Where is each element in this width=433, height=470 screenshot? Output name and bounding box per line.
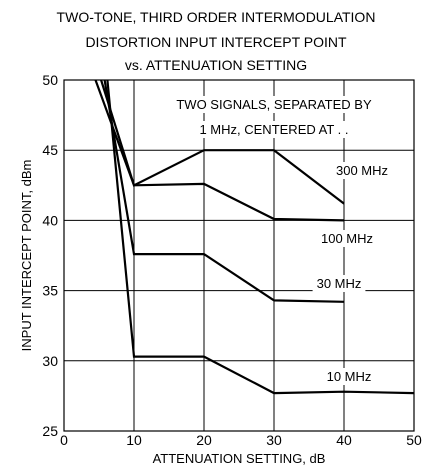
y-tick-label: 45 (42, 142, 58, 158)
title-line: vs. ATTENUATION SETTING (125, 57, 307, 73)
series-label-30-mhz: 30 MHz (317, 276, 362, 291)
x-tick-label: 0 (60, 432, 68, 448)
series-label-bg (312, 275, 366, 292)
plot-border (63, 79, 415, 432)
x-tick-label: 50 (406, 432, 422, 448)
series-label-bg (322, 368, 376, 385)
annotation-line: TWO SIGNALS, SEPARATED BY (176, 97, 372, 112)
y-tick-label: 25 (42, 423, 58, 439)
title-line: DISTORTION INPUT INTERCEPT POINT (85, 34, 347, 50)
chart-title: TWO-TONE, THIRD ORDER INTERMODULATION DIS… (57, 9, 376, 73)
series-lines (94, 79, 415, 395)
series-label-300-mhz: 300 MHz (336, 163, 388, 178)
series-line-30-mhz (103, 79, 345, 303)
grid (64, 80, 414, 431)
y-axis-label: INPUT INTERCEPT POINT, dBm (19, 160, 34, 352)
axis-labels: ATTENUATION SETTING, dB INPUT INTERCEPT P… (19, 160, 325, 466)
series-line-10-mhz (106, 79, 415, 395)
plot-frame (63, 79, 415, 432)
tick-labels: 0 10 20 30 40 50 25 30 35 40 45 50 (42, 72, 422, 448)
series-labels: 300 MHz 100 MHz 30 MHz 10 MHz (312, 162, 393, 385)
y-tick-label: 40 (42, 212, 58, 228)
annotation-bg (196, 121, 352, 138)
series-label-bg (316, 230, 378, 247)
annotation-bg (173, 96, 375, 113)
y-tick-label: 30 (42, 353, 58, 369)
series-line-100-mhz (100, 79, 345, 222)
x-axis-label: ATTENUATION SETTING, dB (153, 451, 326, 466)
title-line: TWO-TONE, THIRD ORDER INTERMODULATION (57, 9, 376, 25)
x-tick-label: 30 (266, 432, 282, 448)
y-tick-label: 35 (42, 283, 58, 299)
series-label-bg (331, 162, 393, 179)
y-tick-label: 50 (42, 72, 58, 88)
x-tick-label: 20 (196, 432, 212, 448)
x-tick-label: 40 (336, 432, 352, 448)
annotation-line: 1 MHz, CENTERED AT . . (199, 122, 348, 137)
series-line-300-mhz (94, 79, 345, 205)
annotation: TWO SIGNALS, SEPARATED BY 1 MHz, CENTERED… (173, 96, 375, 138)
series-label-100-mhz: 100 MHz (321, 231, 373, 246)
x-tick-label: 10 (126, 432, 142, 448)
series-label-10-mhz: 10 MHz (327, 369, 372, 384)
